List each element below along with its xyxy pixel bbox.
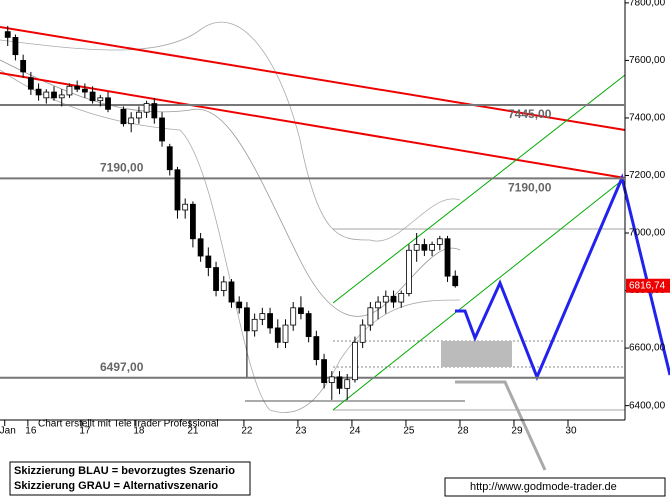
candle-body bbox=[182, 203, 189, 211]
candle-body bbox=[367, 307, 374, 326]
credit: Chart erstellt mit TeleTrader Profession… bbox=[38, 419, 219, 430]
candle-body bbox=[429, 244, 435, 251]
candle-body bbox=[159, 117, 165, 142]
green-channel bbox=[332, 74, 626, 304]
candle-body bbox=[89, 91, 96, 102]
bollinger-upper bbox=[0, 21, 461, 242]
y-tick-label: 7600,00 bbox=[629, 55, 666, 66]
candle-body bbox=[174, 169, 181, 211]
candle-body bbox=[259, 313, 266, 320]
candle-body bbox=[97, 97, 104, 102]
green-channel bbox=[332, 177, 626, 411]
candle-body bbox=[413, 244, 420, 251]
candle-body bbox=[166, 146, 173, 171]
candle-body bbox=[120, 108, 127, 125]
url-box bbox=[444, 477, 666, 497]
candle-body bbox=[105, 97, 111, 110]
candle-body bbox=[51, 91, 57, 99]
note: Skizzierung BLAU = bevorzugtes Szenario bbox=[14, 465, 235, 477]
candle-body bbox=[390, 295, 397, 303]
candle-body bbox=[352, 341, 358, 381]
candle-body bbox=[81, 88, 88, 93]
note: Skizzierung GRAU = Alternativszenario bbox=[14, 480, 218, 492]
candle-body bbox=[406, 249, 412, 294]
candle-body bbox=[313, 336, 320, 360]
candle-body bbox=[128, 117, 135, 125]
candle-body bbox=[344, 379, 351, 389]
candle-body bbox=[190, 203, 196, 240]
candle-body bbox=[213, 267, 219, 291]
last-price-box bbox=[626, 278, 670, 293]
candle-body bbox=[143, 103, 150, 113]
url[interactable]: http://www.godmode-trader.de bbox=[470, 481, 617, 493]
x-tick-label: Jan bbox=[0, 426, 16, 437]
red-trendline bbox=[0, 26, 626, 131]
candle-body bbox=[251, 318, 258, 332]
candle-body bbox=[305, 313, 312, 337]
candle-body bbox=[375, 301, 381, 309]
y-tick-label: 7000,00 bbox=[629, 228, 666, 239]
candle-body bbox=[444, 238, 451, 277]
level-label: 7190,00 bbox=[508, 181, 552, 195]
x-tick-label: 23 bbox=[295, 426, 307, 437]
candle-body bbox=[321, 359, 327, 384]
x-tick-label: 21 bbox=[187, 426, 199, 437]
note-box bbox=[9, 461, 251, 496]
candle-body bbox=[436, 238, 443, 245]
candle-body bbox=[151, 103, 158, 119]
candle-body bbox=[27, 77, 34, 90]
y-tick-label: 7200,00 bbox=[629, 170, 666, 181]
x-tick-label: 22 bbox=[241, 426, 253, 437]
y-tick-label: 6400,00 bbox=[629, 400, 666, 411]
scenario-drawing bbox=[0, 21, 670, 471]
candle-body bbox=[328, 376, 335, 384]
candle-body bbox=[274, 327, 281, 343]
candle-body bbox=[43, 91, 50, 99]
red-trendline bbox=[0, 72, 626, 179]
candle-body bbox=[197, 238, 204, 257]
last-price-label: 6816,74 bbox=[629, 280, 666, 291]
target-zone bbox=[441, 341, 512, 367]
candle-body bbox=[382, 295, 389, 303]
candle-body bbox=[58, 94, 65, 99]
candle-body bbox=[359, 324, 366, 343]
candle-body bbox=[290, 307, 297, 326]
y-tick-label: 6600,00 bbox=[629, 343, 666, 354]
candle-body bbox=[66, 85, 73, 96]
x-tick-label: 24 bbox=[349, 426, 361, 437]
grey-scenario bbox=[455, 380, 547, 471]
x-tick-label: 17 bbox=[79, 426, 91, 437]
candle-body bbox=[20, 60, 27, 73]
candle-body bbox=[421, 244, 428, 251]
candle-body bbox=[35, 88, 42, 96]
x-tick-label: 18 bbox=[133, 426, 145, 437]
candle-body bbox=[74, 85, 81, 90]
bollinger-lower bbox=[0, 69, 461, 413]
candle-body bbox=[205, 255, 212, 268]
level-label: 6497,00 bbox=[100, 360, 144, 374]
candle-body bbox=[336, 376, 343, 389]
x-tick-label: 28 bbox=[457, 426, 469, 437]
y-tick-label: 7800,00 bbox=[629, 0, 666, 9]
candle-body bbox=[244, 307, 250, 332]
candle-body bbox=[12, 36, 19, 56]
y-tick-label: 7400,00 bbox=[629, 113, 666, 124]
x-tick-label: 16 bbox=[25, 426, 37, 437]
x-tick-label: 25 bbox=[403, 426, 415, 437]
candle-body bbox=[398, 293, 405, 303]
candle-body bbox=[452, 275, 459, 287]
candle-body bbox=[228, 281, 235, 303]
level-label: 7445,00 bbox=[508, 107, 552, 121]
level-label: 7190,00 bbox=[100, 161, 144, 175]
candle-body bbox=[4, 31, 11, 38]
candle-body bbox=[267, 313, 273, 329]
x-tick-label: 30 bbox=[565, 426, 577, 437]
candle-body bbox=[135, 111, 142, 119]
candle-body bbox=[236, 301, 243, 309]
candle-body bbox=[298, 307, 304, 314]
x-tick-label: 29 bbox=[511, 426, 523, 437]
candle-body bbox=[220, 281, 227, 291]
candle-body bbox=[282, 324, 289, 343]
